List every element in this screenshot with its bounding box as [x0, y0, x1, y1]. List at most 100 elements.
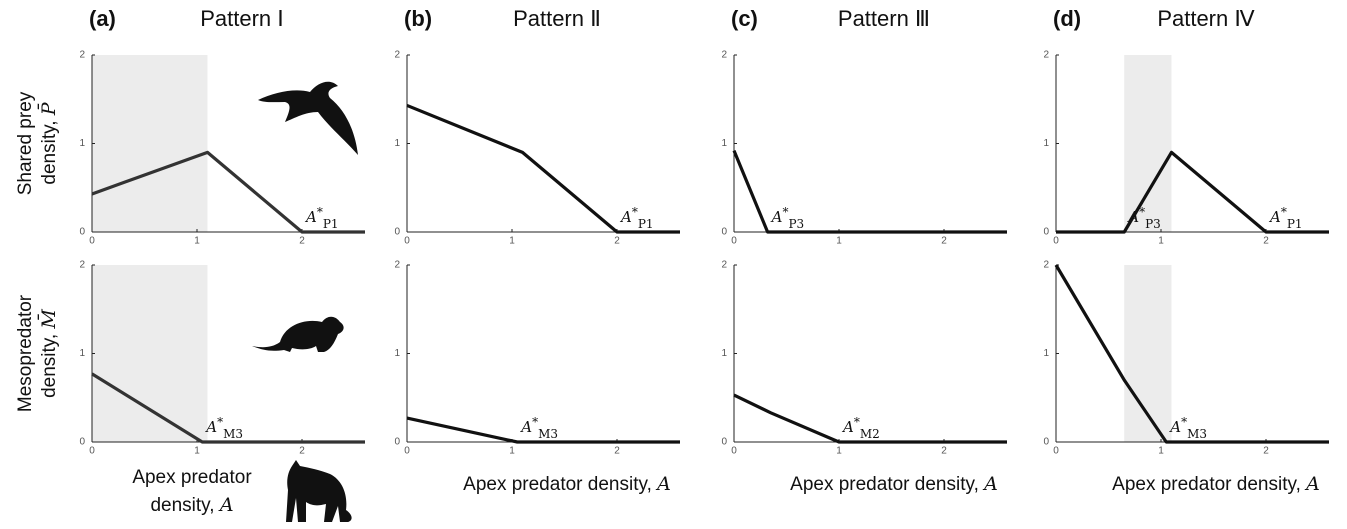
annotation-base: A: [519, 418, 532, 436]
annotation-sub: M3: [1187, 427, 1207, 441]
x-tick-label: 2: [299, 236, 305, 247]
x-axis-label: Apex predator density, A: [790, 473, 998, 495]
annotation-sub: P3: [1145, 217, 1161, 231]
x-tick-label: 2: [941, 236, 947, 247]
threshold-label: A*M3: [519, 415, 558, 441]
x-tick-label: 1: [1158, 236, 1164, 247]
threshold-label: A*P1: [304, 205, 339, 231]
y-tick-label: 2: [394, 260, 400, 271]
x-label-text: Apex predator density,: [1112, 474, 1306, 495]
annotation-sub: M3: [538, 427, 558, 441]
annotation-sup: *: [217, 415, 223, 429]
annotation-sub: P1: [1287, 217, 1303, 231]
y-tick-label: 0: [79, 227, 85, 238]
y-tick-label: 2: [721, 50, 727, 61]
y-axis-label: Mesopredator: [15, 294, 36, 412]
panel-label: (d): [1053, 6, 1081, 31]
panel-label: (b): [404, 6, 432, 31]
x-label-text: density,: [150, 495, 219, 516]
rat-icon: [252, 316, 344, 352]
bird-icon: [258, 81, 358, 155]
annotation-sup: *: [632, 205, 638, 219]
y-tick-label: 1: [1043, 138, 1049, 149]
x-tick-label: 1: [194, 446, 200, 457]
x-tick-label: 1: [194, 236, 200, 247]
y-label-var: M̄: [37, 309, 60, 330]
x-tick-label: 2: [614, 236, 620, 247]
annotation-sup: *: [317, 205, 323, 219]
annotation-sub: P1: [638, 217, 654, 231]
annotation-sub: P3: [788, 217, 804, 231]
y-tick-label: 2: [79, 260, 85, 271]
x-axis-label: Apex predator density, A: [1112, 473, 1320, 495]
x-tick-label: 0: [1053, 446, 1059, 457]
annotation-base: A: [619, 208, 632, 226]
y-tick-label: 2: [1043, 50, 1049, 61]
shaded-region: [1124, 55, 1172, 232]
annotation-sub: M3: [223, 427, 243, 441]
x-axis-label: density, A: [150, 494, 233, 516]
data-line: [91, 372, 365, 444]
y-tick-label: 2: [1043, 260, 1049, 271]
y-tick-label: 0: [394, 437, 400, 448]
x-tick-label: 0: [89, 446, 95, 457]
y-tick-label: 1: [394, 348, 400, 359]
y-tick-label: 0: [1043, 437, 1049, 448]
y-tick-label: 0: [721, 227, 727, 238]
shaded-region: [92, 265, 208, 442]
y-tick-label: 1: [394, 138, 400, 149]
annotation-sup: *: [532, 415, 538, 429]
threshold-label: A*P3: [770, 205, 805, 231]
x-label-var: A: [982, 473, 998, 495]
x-tick-label: 2: [941, 446, 947, 457]
x-label-var: A: [1304, 473, 1320, 495]
panel-label: (a): [89, 6, 116, 31]
y-axis-label: Shared prey: [15, 91, 36, 195]
cat-icon: [286, 460, 352, 522]
x-tick-label: 0: [404, 446, 410, 457]
y-axis-label: density, M̄: [37, 309, 60, 398]
annotation-sup: *: [1281, 205, 1287, 219]
panel-title: Pattern Ⅱ: [513, 6, 601, 31]
y-tick-label: 1: [1043, 348, 1049, 359]
y-tick-label: 0: [721, 437, 727, 448]
x-axis-label: Apex predator: [132, 467, 252, 488]
panel-label: (c): [731, 6, 758, 31]
threshold-label: A*M2: [841, 415, 880, 441]
x-label-text: Apex predator: [132, 467, 252, 488]
x-tick-label: 0: [89, 236, 95, 247]
annotation-sub: M2: [860, 427, 880, 441]
y-tick-label: 0: [79, 437, 85, 448]
y-axis-label: density, P̄: [37, 101, 60, 184]
threshold-label: A*P1: [1268, 205, 1303, 231]
data-line: [733, 393, 1007, 444]
y-tick-label: 1: [721, 138, 727, 149]
y-tick-label: 2: [721, 260, 727, 271]
shaded-region: [92, 55, 208, 232]
x-tick-label: 1: [509, 446, 515, 457]
x-tick-label: 1: [1158, 446, 1164, 457]
annotation-sup: *: [1181, 415, 1187, 429]
y-label-text: Mesopredator: [15, 294, 36, 412]
annotation-base: A: [204, 418, 217, 436]
annotation-base: A: [841, 418, 854, 436]
y-tick-label: 1: [79, 138, 85, 149]
y-tick-label: 2: [394, 50, 400, 61]
threshold-label: A*P1: [619, 205, 654, 231]
annotation-sup: *: [1139, 205, 1145, 219]
x-tick-label: 0: [1053, 236, 1059, 247]
annotation-base: A: [1168, 418, 1181, 436]
panel-title: Pattern Ⅳ: [1157, 6, 1255, 31]
x-tick-label: 2: [1263, 446, 1269, 457]
x-tick-label: 1: [836, 446, 842, 457]
x-label-var: A: [655, 473, 671, 495]
y-label-text: Shared prey: [15, 91, 36, 195]
x-tick-label: 0: [404, 236, 410, 247]
panel-title: Pattern Ⅰ: [200, 6, 284, 31]
y-tick-label: 0: [394, 227, 400, 238]
y-label-text: density,: [39, 329, 60, 398]
x-tick-label: 2: [1263, 236, 1269, 247]
data-line: [91, 150, 365, 234]
y-tick-label: 0: [1043, 227, 1049, 238]
annotation-sup: *: [782, 205, 788, 219]
